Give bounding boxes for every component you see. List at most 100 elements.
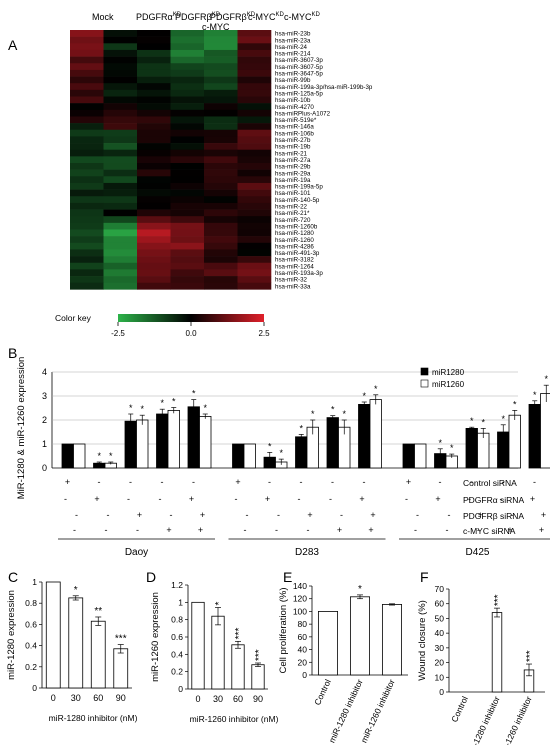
condition-sign: - bbox=[439, 477, 442, 487]
heatmap-row-label: hsa-miR-146a bbox=[275, 124, 314, 131]
heatmap-cell bbox=[170, 169, 205, 177]
condition-label: c-MYC siRNA bbox=[463, 526, 516, 536]
heatmap-row-label: hsa-miR-22 bbox=[275, 204, 308, 211]
condition-label: PDGFRα siRNA bbox=[463, 495, 524, 505]
heatmap-cell bbox=[170, 129, 205, 137]
heatmap-cell bbox=[237, 276, 272, 283]
heatmap-cell bbox=[237, 109, 272, 117]
significance-mark: * bbox=[268, 441, 272, 451]
heatmap-row-label: hsa-miR-199a-3p/hsa-miR-199b-3p bbox=[275, 84, 373, 91]
y-tick-label: 40 bbox=[435, 628, 445, 638]
color-key-tick-low: -2.5 bbox=[111, 329, 125, 338]
significance-mark: * bbox=[342, 409, 346, 419]
bar bbox=[45, 581, 61, 689]
heatmap-cell bbox=[70, 109, 104, 117]
heatmap-cell bbox=[137, 116, 171, 124]
heatmap-row-label: hsa-miR-101 bbox=[275, 190, 311, 197]
heatmap-cell bbox=[237, 129, 272, 137]
color-key-label: Color key bbox=[55, 313, 92, 323]
condition-sign: - bbox=[331, 477, 334, 487]
heatmap-cell bbox=[170, 249, 205, 257]
heatmap-cell bbox=[204, 96, 238, 104]
x-tick-label: 30 bbox=[213, 694, 223, 704]
condition-sign: - bbox=[405, 494, 408, 504]
heatmap-cell bbox=[137, 242, 171, 250]
panel-label-d: D bbox=[146, 569, 156, 585]
significance-mark: * bbox=[438, 438, 442, 448]
heatmap-cell bbox=[103, 189, 138, 197]
heatmap-cell bbox=[170, 116, 205, 124]
heatmap-cell bbox=[170, 43, 205, 51]
bar-miR1260 bbox=[508, 414, 521, 469]
condition-sign: - bbox=[470, 477, 473, 487]
heatmap-cell bbox=[204, 89, 238, 97]
condition-sign: + bbox=[541, 510, 546, 520]
heatmap-cell bbox=[103, 229, 138, 237]
y-tick-label: 0.4 bbox=[25, 641, 37, 651]
group-label: Daoy bbox=[125, 547, 148, 558]
heatmap-cell bbox=[237, 269, 272, 277]
heatmap-cell bbox=[137, 182, 171, 190]
y-tick-label: 10 bbox=[435, 672, 445, 682]
heatmap-cell bbox=[103, 156, 138, 164]
condition-sign: - bbox=[161, 477, 164, 487]
heatmap-cell bbox=[204, 129, 238, 137]
heatmap-cell bbox=[237, 143, 272, 150]
condition-sign: - bbox=[533, 477, 536, 487]
heatmap-cell bbox=[204, 43, 238, 51]
heatmap-cell bbox=[103, 49, 138, 57]
heatmap-cell bbox=[103, 256, 138, 264]
y-tick-label: 0.8 bbox=[25, 598, 37, 608]
heatmap-row-label: hsa-miR-125a-5p bbox=[275, 90, 323, 97]
x-tick-label: 90 bbox=[253, 694, 263, 704]
heatmap-row-label: hsa-miR-23a bbox=[275, 37, 311, 44]
heatmap-cell bbox=[137, 163, 171, 170]
y-tick-label: 100 bbox=[293, 606, 307, 616]
condition-sign: + bbox=[198, 525, 203, 535]
bar-miR1280 bbox=[61, 443, 74, 469]
y-tick-label: 60 bbox=[298, 632, 308, 642]
condition-sign: - bbox=[468, 494, 471, 504]
heatmap-cell bbox=[137, 282, 171, 290]
heatmap-cell bbox=[70, 276, 104, 283]
heatmap-cell bbox=[204, 242, 238, 250]
heatmap-cell bbox=[170, 89, 205, 97]
significance-mark: * bbox=[192, 389, 196, 399]
significance-mark: * bbox=[374, 384, 378, 394]
condition-sign: + bbox=[166, 525, 171, 535]
bar-miR1260 bbox=[243, 443, 256, 469]
heatmap-cell bbox=[204, 182, 238, 190]
bar bbox=[211, 615, 225, 690]
y-tick-label: 0 bbox=[302, 670, 307, 680]
condition-sign: + bbox=[137, 510, 142, 520]
heatmap-cell bbox=[204, 176, 238, 184]
chart-d: 0 0.2 0.4 0.6 0.8 1 1.2 miR-1260 expression 0 * 30… bbox=[150, 580, 279, 724]
heatmap-cell bbox=[70, 43, 104, 51]
color-key-bar bbox=[118, 314, 264, 322]
heatmap-cell bbox=[103, 262, 138, 270]
heatmap-cell bbox=[103, 43, 138, 51]
heatmap-cell bbox=[103, 182, 138, 190]
condition-sign: - bbox=[73, 525, 76, 535]
condition-label: Control siRNA bbox=[463, 478, 517, 488]
heatmap-cell bbox=[103, 236, 138, 244]
significance-mark: ** bbox=[94, 606, 102, 617]
condition-sign: - bbox=[307, 525, 310, 535]
heatmap-cell bbox=[137, 189, 171, 197]
heatmap-cell bbox=[103, 282, 138, 290]
significance-mark: * bbox=[513, 399, 517, 409]
condition-sign: - bbox=[298, 494, 301, 504]
color-key-tick-mid: 0.0 bbox=[185, 329, 197, 338]
heatmap-cell bbox=[204, 249, 238, 257]
heatmap-cell bbox=[204, 202, 238, 210]
heatmap-cell bbox=[137, 63, 171, 71]
legend-label-mir1280: miR1280 bbox=[432, 368, 465, 377]
bar-miR1260 bbox=[477, 432, 490, 469]
heatmap-cell bbox=[137, 89, 171, 97]
heatmap-cell bbox=[103, 202, 138, 210]
x-tick-label: 0 bbox=[195, 694, 200, 704]
heatmap-cell bbox=[237, 202, 272, 210]
heatmap-row-label: hsa-miR-21* bbox=[275, 210, 310, 217]
condition-sign: + bbox=[235, 477, 240, 487]
condition-sign: - bbox=[170, 510, 173, 520]
